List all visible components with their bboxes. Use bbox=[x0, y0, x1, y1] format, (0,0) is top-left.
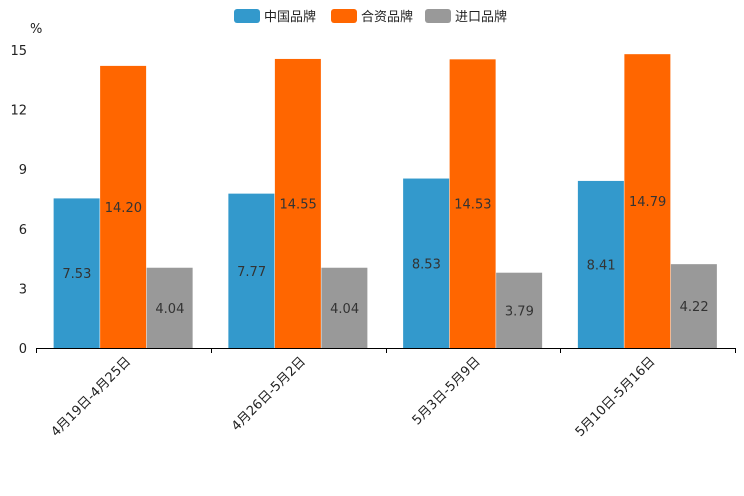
bar-value-label-2-0: 8.53 bbox=[412, 257, 441, 272]
y-tick-label-5: 15 bbox=[10, 44, 27, 59]
y-tick-label-3: 9 bbox=[19, 163, 27, 178]
x-axis-label-0: 4月19日-4月25日 bbox=[48, 354, 134, 440]
bar-2-2 bbox=[496, 272, 543, 348]
bar-0-1 bbox=[100, 65, 147, 348]
bar-1-1 bbox=[274, 58, 321, 348]
bar-value-label-2-1: 14.53 bbox=[454, 198, 491, 213]
bar-0-0 bbox=[53, 198, 100, 348]
y-tick-label-1: 3 bbox=[19, 282, 27, 297]
y-tick-label-0: 0 bbox=[19, 342, 27, 357]
legend-swatch-2 bbox=[425, 9, 451, 23]
chart-legend: 中国品牌 合资品牌 进口品牌 bbox=[234, 9, 507, 25]
bar-3-0 bbox=[577, 180, 624, 348]
legend-swatch-0 bbox=[234, 9, 260, 23]
bar-value-label-1-1: 14.55 bbox=[280, 197, 317, 212]
legend-label-2: 进口品牌 bbox=[455, 9, 507, 25]
x-axis-ticks bbox=[36, 348, 736, 353]
legend-label-0: 中国品牌 bbox=[264, 9, 316, 25]
bar-3-2 bbox=[670, 264, 717, 348]
bar-value-label-3-0: 8.41 bbox=[587, 258, 616, 273]
bar-value-label-0-1: 14.20 bbox=[105, 201, 142, 216]
bar-1-0 bbox=[228, 193, 275, 348]
bar-value-labels: 7.53 14.20 4.04 7.77 14.55 4.04 8.53 14.53 3.79 8… bbox=[62, 195, 708, 319]
x-axis-label-3: 5月10日-5月16日 bbox=[573, 354, 659, 440]
bar-series bbox=[53, 54, 717, 349]
bar-1-2 bbox=[321, 267, 368, 348]
y-tick-label-2: 6 bbox=[19, 223, 27, 238]
y-tick-label-4: 12 bbox=[10, 104, 27, 119]
x-axis-label-2: 5月3日-5月9日 bbox=[410, 354, 484, 428]
bar-2-0 bbox=[403, 178, 450, 348]
legend-label-1: 合资品牌 bbox=[361, 9, 413, 25]
bar-value-label-2-2: 3.79 bbox=[505, 304, 534, 319]
bar-3-1 bbox=[624, 54, 671, 349]
y-axis-ticks: 0 3 6 9 12 15 bbox=[10, 44, 27, 357]
bar-value-label-1-0: 7.77 bbox=[237, 265, 266, 280]
bar-2-1 bbox=[449, 59, 496, 348]
bar-value-label-0-0: 7.53 bbox=[62, 267, 91, 282]
bar-value-label-0-2: 4.04 bbox=[155, 302, 184, 317]
bar-0-2 bbox=[146, 267, 193, 348]
bar-value-label-1-2: 4.04 bbox=[330, 302, 359, 317]
bar-value-label-3-1: 14.79 bbox=[629, 195, 666, 210]
legend-swatch-1 bbox=[331, 9, 357, 23]
bar-value-label-3-2: 4.22 bbox=[680, 300, 709, 315]
y-axis-unit-label: % bbox=[30, 22, 42, 37]
x-axis-labels: 4月19日-4月25日 4月26日-5月2日 5月3日-5月9日 5月10日-5月16… bbox=[48, 354, 658, 440]
x-axis-label-1: 4月26日-5月2日 bbox=[229, 354, 309, 434]
